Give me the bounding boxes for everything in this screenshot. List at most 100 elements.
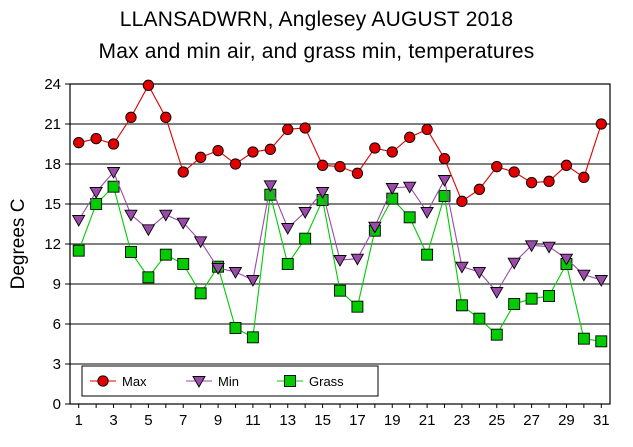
y-axis-label: Degrees C	[8, 199, 29, 290]
series-min-point	[489, 287, 504, 299]
y-tick-label: 24	[44, 76, 61, 93]
series-min-line	[78, 170, 602, 293]
series-max-point	[473, 183, 486, 195]
y-tick-label: 3	[53, 356, 61, 373]
series-min-point	[176, 217, 191, 230]
series-max-point	[491, 161, 503, 173]
chart-title: LLANSADWRN, Anglesey AUGUST 2018	[119, 8, 514, 31]
series-max-point	[247, 146, 259, 158]
series-max-line	[78, 84, 602, 203]
x-tick-label: 15	[314, 412, 331, 429]
series-max-point	[160, 111, 172, 123]
series-max-point	[404, 131, 416, 143]
series-max-point	[299, 122, 311, 134]
x-tick-label: 23	[454, 412, 471, 429]
series-max-point	[351, 167, 364, 179]
x-tick-label: 7	[179, 412, 187, 429]
series-grass-point	[543, 290, 555, 302]
series-max-point	[90, 133, 102, 145]
series-grass-point	[194, 287, 207, 300]
x-tick-label: 25	[488, 412, 505, 429]
series-min-point	[315, 187, 330, 199]
series-min	[71, 167, 609, 299]
series-max-point	[316, 159, 329, 171]
series-grass-point	[72, 244, 85, 257]
legend-label-grass: Grass	[309, 374, 344, 389]
series-min-point	[437, 175, 452, 187]
series-grass-point	[403, 211, 416, 224]
series-min-point	[263, 180, 278, 193]
series-min-point	[402, 181, 417, 194]
x-tick-label: 19	[384, 412, 401, 429]
series-min-point	[280, 223, 295, 235]
series-min-point	[472, 267, 487, 279]
legend: Max Min Grass	[81, 365, 379, 397]
series-max-point	[525, 177, 538, 189]
series-max-point	[125, 111, 137, 123]
series-min-point	[333, 255, 347, 267]
series-min-point	[507, 257, 521, 270]
series-min-point	[106, 167, 121, 179]
series-grass-point	[351, 300, 364, 313]
legend-marker-grass	[284, 375, 296, 387]
series-min-point	[228, 267, 243, 279]
x-tick-label: 13	[279, 412, 296, 429]
series-max-point	[177, 166, 189, 178]
x-tick-label: 1	[75, 412, 83, 429]
series-grass-point	[525, 292, 538, 305]
series-grass-point	[508, 298, 521, 310]
legend-box	[81, 365, 379, 397]
y-tick-label: 21	[44, 116, 61, 133]
y-tick-label: 9	[53, 276, 61, 293]
series-min-point	[559, 253, 574, 266]
x-tick-label: 5	[144, 412, 152, 429]
x-axis-ticks: 1 3 5 7 9 11 13 15 17 19 21 23 25 27 29 31	[75, 404, 610, 429]
series-max-point	[543, 175, 555, 187]
series-min-point	[141, 224, 156, 237]
series-min-point	[71, 215, 86, 227]
series-grass-point	[142, 271, 155, 284]
series-max-point	[438, 153, 451, 165]
series-grass-point	[125, 246, 137, 258]
series-max-point	[386, 146, 398, 158]
series-grass-point	[438, 190, 451, 202]
series-max-point	[194, 151, 207, 163]
series-min-point	[350, 253, 365, 266]
series-max-point	[578, 171, 590, 183]
series-grass-point	[421, 248, 434, 261]
series-max-point	[369, 142, 381, 154]
series-min-point	[159, 209, 173, 222]
series-min-point	[455, 261, 469, 274]
series-min-point	[89, 187, 103, 199]
series-min-point	[246, 275, 260, 287]
series-grass-point	[229, 322, 242, 334]
y-tick-label: 18	[44, 156, 61, 173]
series-max-point	[421, 123, 433, 135]
legend-marker-min	[192, 376, 206, 388]
x-tick-label: 21	[419, 412, 436, 429]
series-max-point	[73, 137, 85, 149]
x-tick-label: 11	[245, 412, 261, 429]
x-tick-label: 31	[593, 412, 610, 429]
series-max	[73, 79, 607, 207]
series-min-point	[420, 207, 434, 219]
series-max-point	[264, 143, 276, 155]
y-tick-label: 6	[53, 316, 61, 333]
series-grass-point	[595, 335, 608, 348]
series-max-point	[560, 159, 573, 171]
x-tick-label: 29	[558, 412, 575, 429]
x-tick-label: 3	[109, 412, 117, 429]
legend-label-max: Max	[122, 374, 147, 389]
series-max-point	[107, 138, 120, 150]
series-grass-point	[334, 284, 346, 297]
series-max-point	[229, 158, 242, 170]
series-max-point	[142, 79, 155, 91]
legend-marker-max	[97, 375, 109, 387]
series-min-point	[385, 183, 400, 195]
series-min-point	[594, 275, 609, 287]
series-min-point	[193, 236, 208, 249]
series-grass	[72, 180, 608, 348]
series-grass-point	[577, 332, 590, 345]
series-layer	[71, 79, 609, 348]
